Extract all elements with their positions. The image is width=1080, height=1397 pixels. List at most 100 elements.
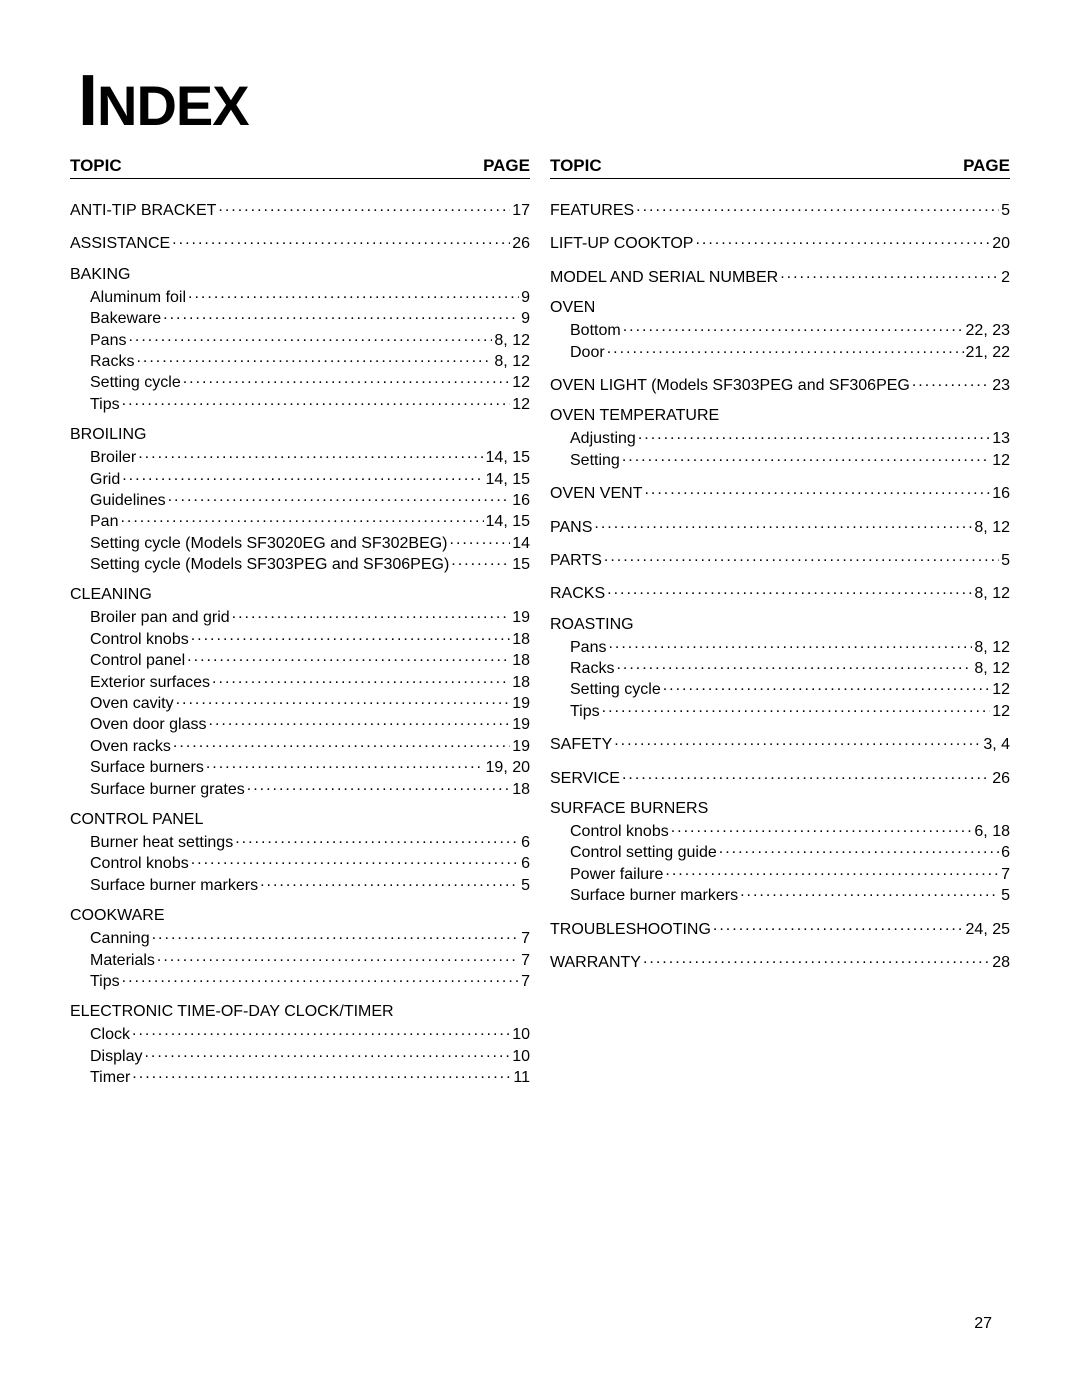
page-title: INDEX <box>78 60 1010 142</box>
index-entry: SERVICE26 <box>550 767 1010 788</box>
entry-label: OVEN LIGHT (Models SF303PEG and SF306PEG <box>550 377 910 395</box>
leader-dots <box>616 657 972 673</box>
entry-label: Exterior surfaces <box>90 674 210 692</box>
entry-label: Surface burner markers <box>90 877 258 895</box>
leader-dots <box>719 841 999 857</box>
index-section: SERVICE26 <box>550 767 1010 788</box>
leader-dots <box>120 510 483 526</box>
leader-dots <box>260 874 519 890</box>
entry-page: 19, 20 <box>486 759 530 777</box>
index-section: ANTI-TIP BRACKET17 <box>70 199 530 220</box>
entry-label: PANS <box>550 519 592 537</box>
entry-page: 28 <box>992 954 1010 972</box>
index-entry: PARTS5 <box>550 549 1010 570</box>
entry-page: 6 <box>521 834 530 852</box>
leader-dots <box>191 628 510 644</box>
leader-dots <box>132 1066 511 1082</box>
section-title: CLEANING <box>70 586 530 604</box>
index-entry: Pans8, 12 <box>550 636 1010 657</box>
entry-label: Setting <box>570 452 620 470</box>
entry-label: Broiler pan and grid <box>90 609 230 627</box>
entry-page: 12 <box>512 374 530 392</box>
entry-page: 15 <box>512 556 530 574</box>
entry-label: Oven racks <box>90 738 171 756</box>
leader-dots <box>780 266 999 282</box>
entry-label: RACKS <box>550 585 605 603</box>
index-entry: LIFT-UP COOKTOP20 <box>550 232 1010 253</box>
leader-dots <box>644 482 990 498</box>
index-entry: Control setting guide6 <box>550 841 1010 862</box>
column-header: TOPIC PAGE <box>70 156 530 179</box>
index-entry: ASSISTANCE26 <box>70 232 530 253</box>
leader-dots <box>132 1023 510 1039</box>
leader-dots <box>122 970 519 986</box>
index-entry: Tips12 <box>70 393 530 414</box>
entry-label: Door <box>570 344 605 362</box>
entry-label: SAFETY <box>550 736 612 754</box>
leader-dots <box>144 1045 510 1061</box>
leader-dots <box>740 884 999 900</box>
index-entry: Aluminum foil9 <box>70 286 530 307</box>
index-entry: Grid14, 15 <box>70 468 530 489</box>
entry-page: 7 <box>521 952 530 970</box>
entry-label: Surface burners <box>90 759 204 777</box>
index-section: RACKS8, 12 <box>550 582 1010 603</box>
index-section: OVENBottom22, 23Door21, 22 <box>550 299 1010 362</box>
entry-label: ASSISTANCE <box>70 235 170 253</box>
index-section: PANS8, 12 <box>550 516 1010 537</box>
index-section: PARTS5 <box>550 549 1010 570</box>
leader-dots <box>608 636 972 652</box>
entry-label: WARRANTY <box>550 954 641 972</box>
entry-page: 7 <box>521 973 530 991</box>
entry-label: Clock <box>90 1026 130 1044</box>
leader-dots <box>188 286 519 302</box>
entry-label: Guidelines <box>90 492 166 510</box>
index-entry: Racks8, 12 <box>550 657 1010 678</box>
entry-label: Setting cycle (Models SF3020EG and SF302… <box>90 535 448 553</box>
entry-label: Setting cycle <box>90 374 181 392</box>
index-section: BAKINGAluminum foil9Bakeware9Pans8, 12Ra… <box>70 266 530 414</box>
leader-dots <box>451 553 510 569</box>
entry-label: Bakeware <box>90 310 161 328</box>
index-entry: Broiler14, 15 <box>70 446 530 467</box>
leader-dots <box>163 307 519 323</box>
column-header-topic: TOPIC <box>70 156 122 176</box>
leader-dots <box>212 671 510 687</box>
index-section: TROUBLESHOOTING24, 25 <box>550 918 1010 939</box>
index-column-right: TOPIC PAGE FEATURES5LIFT-UP COOKTOP20MOD… <box>550 156 1010 1100</box>
index-section: FEATURES5 <box>550 199 1010 220</box>
entry-label: Pans <box>90 332 126 350</box>
index-entry: Pans8, 12 <box>70 329 530 350</box>
leader-dots <box>622 449 990 465</box>
leader-dots <box>450 532 511 548</box>
leader-dots <box>122 468 483 484</box>
entry-label: Timer <box>90 1069 130 1087</box>
entry-page: 12 <box>512 396 530 414</box>
entry-page: 10 <box>512 1048 530 1066</box>
index-entry: Surface burner grates18 <box>70 778 530 799</box>
entry-page: 5 <box>1001 552 1010 570</box>
index-entry: Clock10 <box>70 1023 530 1044</box>
entry-label: Broiler <box>90 449 136 467</box>
index-entry: Adjusting13 <box>550 427 1010 448</box>
entry-page: 21, 22 <box>966 344 1010 362</box>
entry-label: Control knobs <box>90 855 189 873</box>
index-section: OVEN TEMPERATUREAdjusting13Setting12 <box>550 407 1010 470</box>
index-entry: FEATURES5 <box>550 199 1010 220</box>
entry-label: Racks <box>570 660 614 678</box>
index-entry: Canning7 <box>70 927 530 948</box>
leader-dots <box>665 863 999 879</box>
leader-dots <box>636 199 999 215</box>
index-entry: Bakeware 9 <box>70 307 530 328</box>
index-entry: Door 21, 22 <box>550 341 1010 362</box>
leader-dots <box>176 692 511 708</box>
entry-page: 5 <box>521 877 530 895</box>
entry-page: 9 <box>521 310 530 328</box>
entry-page: 14, 15 <box>486 471 530 489</box>
entry-page: 3, 4 <box>983 736 1010 754</box>
section-title: OVEN <box>550 299 1010 317</box>
index-entry: WARRANTY 28 <box>550 951 1010 972</box>
index-columns: TOPIC PAGE ANTI-TIP BRACKET17ASSISTANCE2… <box>70 156 1010 1100</box>
index-section: OVEN LIGHT (Models SF303PEG and SF306PEG… <box>550 374 1010 395</box>
entry-label: Control setting guide <box>570 844 717 862</box>
